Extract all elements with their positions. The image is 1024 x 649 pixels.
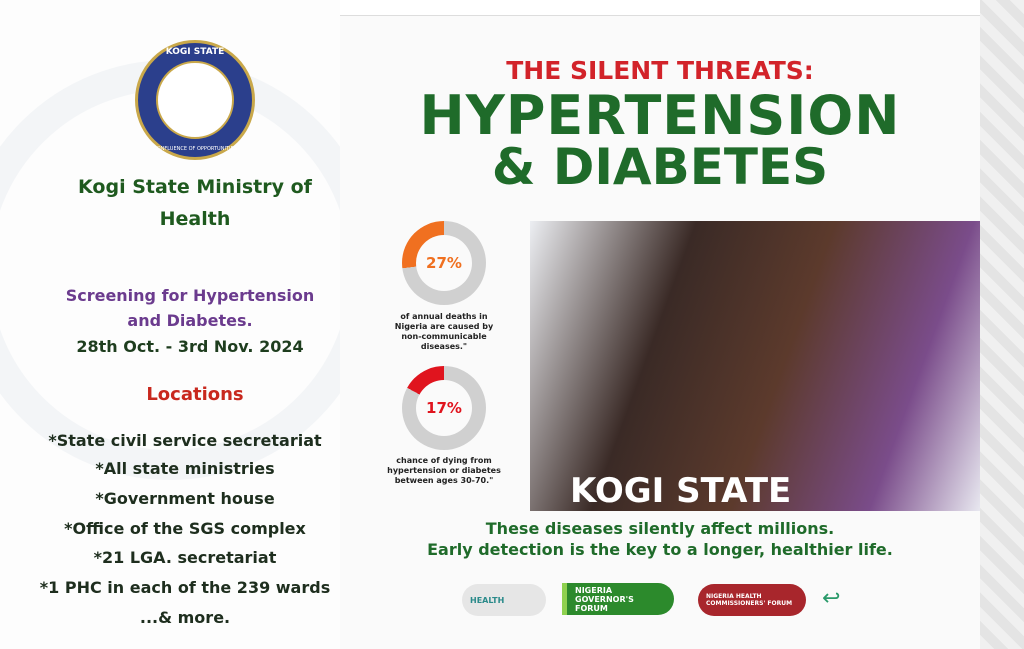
poster-title-line2: & DIABETES — [491, 138, 829, 196]
stat-caption: chance of dying from hypertension or dia… — [387, 456, 501, 485]
location-item: ...& more. — [139, 608, 231, 627]
stat-ring: 27% — [402, 221, 486, 305]
logo-text: NIGERIA GOVERNOR'S FORUM — [575, 585, 634, 613]
ministry-title: Kogi State Ministry of — [78, 176, 312, 198]
poster-kicker: THE SILENT THREATS: — [506, 56, 814, 85]
location-item: *21 LGA. secretariat — [93, 548, 277, 567]
location-item: *Office of the SGS complex — [64, 519, 306, 538]
photo-label: KOGI STATE — [570, 471, 792, 511]
logo-text: HEALTH — [470, 595, 505, 605]
arrows-logo-icon: ↩ — [822, 586, 841, 611]
event-title: Screening for Hypertension — [65, 286, 315, 305]
logo-emblem-icon — [156, 61, 234, 139]
location-item: *Government house — [95, 489, 275, 508]
stat-caption: of annual deaths in Nigeria are caused b… — [394, 312, 494, 351]
event-dates: 28th Oct. - 3rd Nov. 2024 — [76, 337, 304, 356]
location-item: *All state ministries — [95, 459, 275, 478]
left-panel: KOGI STATE CONFLUENCE OF OPPORTUNITIES K… — [0, 0, 380, 649]
commissioners-forum-logo: NIGERIA HEALTH COMMISSIONERS' FORUM — [698, 584, 806, 616]
stat-ring: 17% — [402, 366, 486, 450]
stat-value: 27% — [416, 235, 472, 291]
poster: THE SILENT THREATS: HYPERTENSION & DIABE… — [340, 15, 980, 649]
locations-heading: Locations — [146, 384, 244, 405]
ministry-title-line2: Health — [159, 208, 231, 230]
location-item: *1 PHC in each of the 239 wards — [39, 578, 331, 597]
stat-value: 17% — [416, 380, 472, 436]
location-item: *State civil service secretariat — [48, 431, 322, 450]
kogi-state-logo: KOGI STATE CONFLUENCE OF OPPORTUNITIES — [135, 40, 255, 160]
governors-forum-logo: NIGERIA GOVERNOR'S FORUM — [562, 583, 674, 615]
fmoh-logo: HEALTH — [462, 584, 546, 616]
tagline-line2: Early detection is the key to a longer, … — [427, 540, 893, 559]
logo-bottom-text: CONFLUENCE OF OPPORTUNITIES — [153, 146, 237, 152]
logo-top-text: KOGI STATE — [165, 47, 225, 57]
blood-pressure-photo: KOGI STATE — [530, 221, 980, 511]
decorative-edge-pattern — [980, 0, 1024, 649]
poster-title: HYPERTENSION — [419, 84, 901, 147]
logo-text: NIGERIA HEALTH COMMISSIONERS' FORUM — [706, 593, 793, 607]
event-title-line2: and Diabetes. — [127, 311, 253, 330]
tagline: These diseases silently affect millions. — [485, 519, 835, 538]
